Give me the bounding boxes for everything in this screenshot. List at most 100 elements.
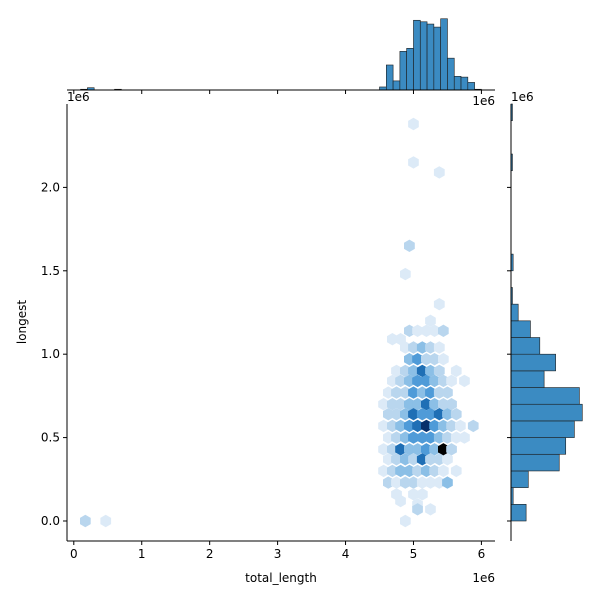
hexbin-cell — [408, 476, 419, 489]
hexbin-cell — [438, 464, 449, 478]
hexbin-cell — [408, 408, 419, 421]
hexbin-cell — [412, 398, 423, 411]
hexbin-cell — [383, 476, 394, 489]
hexbin-cell — [412, 324, 423, 337]
right-hist-bar — [510, 370, 545, 388]
hexbin-cell — [404, 324, 415, 337]
hexbin-cell — [429, 374, 440, 388]
y-tick-label: 1.5 — [41, 264, 60, 278]
hexbin-cell — [408, 156, 419, 169]
right-hist-bar — [510, 387, 580, 405]
right-hist-bar — [510, 470, 529, 488]
right-hist-bar — [510, 504, 527, 522]
top-hist-bar — [392, 80, 401, 91]
hexbin-cell — [408, 341, 419, 354]
hexbin-cell — [400, 408, 411, 421]
hexbin-cell — [395, 419, 406, 433]
hexbin-cell — [391, 476, 402, 489]
top-hist-bar — [433, 26, 441, 91]
hexbin-cell — [438, 419, 449, 433]
top-hist-bar — [440, 18, 448, 91]
hexbin-cell — [412, 464, 423, 478]
x-tick-label: 6 — [478, 547, 486, 561]
hexbin-cell — [433, 476, 445, 489]
main-axes — [66, 89, 512, 542]
hexbin-cell — [395, 374, 406, 388]
x-axis-label: total_length — [245, 571, 317, 585]
hexbin-cell — [421, 398, 432, 411]
hexbin-cell — [412, 443, 423, 456]
hexbin-cell — [387, 419, 398, 433]
hexbin-cell — [429, 443, 440, 456]
hexbin-cell — [378, 443, 389, 456]
hexbin-cell — [416, 453, 428, 466]
hexbin-cell — [438, 353, 449, 366]
hexbin-cell — [404, 398, 415, 411]
hexbin-cell — [400, 514, 411, 528]
right-marginal-histogram — [510, 103, 583, 522]
hexbin-cell — [450, 431, 462, 444]
hexbin-cell — [400, 453, 411, 466]
hexbin-cell — [404, 374, 415, 388]
hexbin-cell — [400, 364, 411, 378]
hexbin-cell — [450, 464, 462, 478]
hexbin-cell — [400, 476, 411, 489]
hexbin-layer — [80, 117, 479, 528]
x-ticks: 0 1 2 3 4 5 6 — [70, 541, 485, 561]
top-hist-bar — [386, 64, 394, 91]
hexbin-cell — [446, 374, 457, 388]
hexbin-cell — [400, 267, 411, 281]
hexbin-cell — [416, 341, 428, 354]
hexbin-cell — [446, 398, 457, 411]
x-tick-label: 4 — [342, 547, 350, 561]
hexbin-cell — [438, 443, 449, 456]
right-hist-bar — [510, 403, 583, 422]
top-hist-bar — [413, 19, 421, 91]
right-hist-y-ticks — [507, 186, 511, 522]
x-offset-text: 1e6 — [472, 571, 495, 585]
hexbin-cell — [425, 314, 436, 327]
hexbin-cell — [442, 386, 453, 399]
hexbin-cell — [412, 419, 423, 433]
hexbin-cell — [100, 514, 112, 528]
hexbin-cell — [383, 431, 394, 444]
x-tick-label: 3 — [274, 547, 282, 561]
hexbin-cell — [416, 476, 428, 489]
hexbin-cell — [408, 488, 419, 501]
hexbin-cell — [433, 298, 445, 311]
hexbin-cell — [433, 453, 445, 466]
hexbin-cell — [391, 364, 402, 378]
y-tick-label: 0.5 — [41, 431, 60, 445]
hexbin-cell — [80, 514, 91, 528]
top-hist-bar — [460, 76, 469, 91]
hexbin-cell — [438, 324, 449, 337]
hexbin-cell — [433, 166, 445, 179]
hexbin-cell — [408, 431, 419, 444]
hexbin-cell — [395, 494, 406, 508]
right-hist-bar — [510, 420, 575, 438]
hexbin-cell — [455, 419, 466, 433]
right-hist-bar — [510, 437, 567, 455]
hexbin-cell — [425, 386, 436, 399]
hexbin-cell — [446, 443, 457, 456]
hexbin-cell — [404, 443, 415, 456]
hexbin-cell — [429, 398, 440, 411]
top-hist-bar — [447, 57, 455, 91]
x-tick-label: 0 — [70, 547, 78, 561]
hexbin-cell — [425, 503, 436, 516]
hexbin-cell — [425, 364, 436, 378]
hexbin-cell — [442, 476, 453, 489]
hexbin-cell — [416, 364, 428, 378]
hexbin-cell — [391, 453, 402, 466]
y-tick-label: 2.0 — [41, 180, 60, 194]
top-hist-bar — [406, 48, 414, 91]
hexbin-cell — [433, 386, 445, 399]
hexbin-cell — [438, 374, 449, 388]
hexbin-cell — [408, 117, 419, 131]
hexbin-cell — [425, 431, 436, 444]
hexbin-cell — [387, 374, 398, 388]
hexbin-cell — [433, 431, 445, 444]
hexbin-cell — [429, 353, 440, 366]
hexbin-cell — [391, 408, 402, 421]
hexbin-cell — [433, 408, 445, 421]
